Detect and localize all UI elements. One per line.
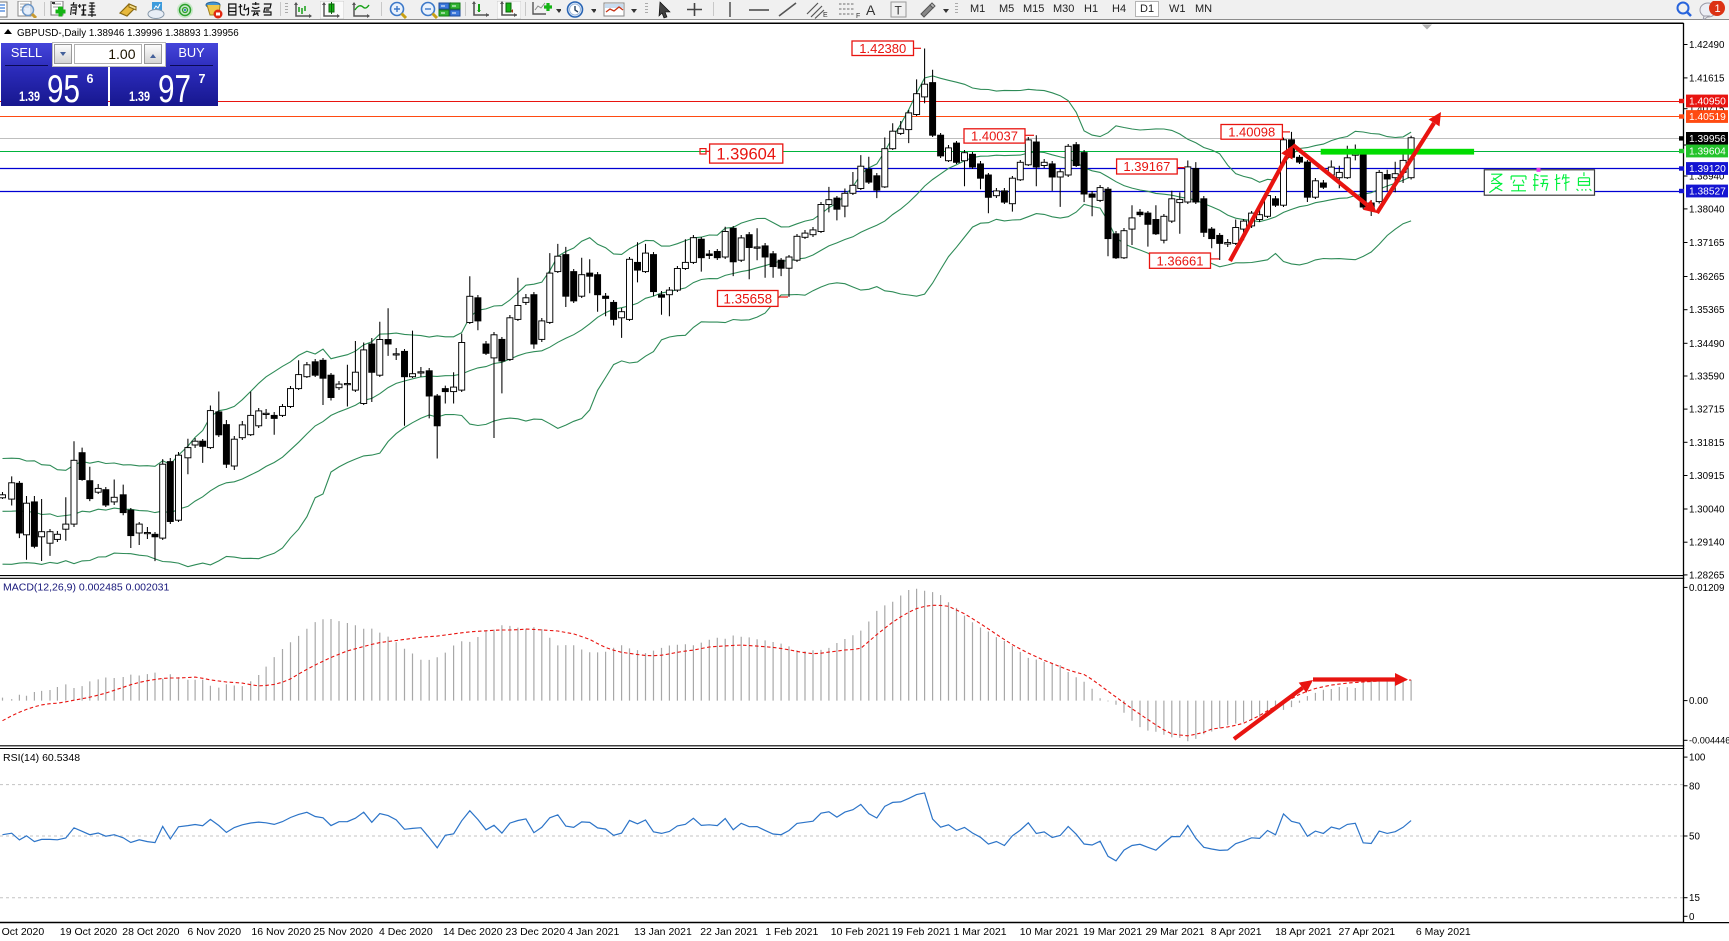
svg-text:1.39956: 1.39956 bbox=[1689, 134, 1726, 145]
svg-text:1.32715: 1.32715 bbox=[1689, 405, 1725, 416]
svg-text:1.28265: 1.28265 bbox=[1689, 570, 1725, 581]
svg-text:100: 100 bbox=[1689, 753, 1706, 764]
svg-text:1.42490: 1.42490 bbox=[1689, 40, 1725, 51]
svg-text:6 Nov 2020: 6 Nov 2020 bbox=[187, 926, 241, 938]
svg-text:1.39120: 1.39120 bbox=[1689, 164, 1726, 175]
svg-text:1.36661: 1.36661 bbox=[1157, 253, 1204, 268]
svg-text:1.29140: 1.29140 bbox=[1689, 538, 1725, 549]
svg-text:1.39604: 1.39604 bbox=[716, 145, 776, 163]
svg-text:19 Oct 2020: 19 Oct 2020 bbox=[60, 926, 117, 938]
svg-text:-0.004446: -0.004446 bbox=[1689, 736, 1729, 746]
svg-text:1.40098: 1.40098 bbox=[1228, 125, 1275, 140]
svg-text:1.39604: 1.39604 bbox=[1689, 147, 1726, 158]
svg-text:27 Apr 2021: 27 Apr 2021 bbox=[1339, 926, 1396, 938]
svg-text:1.40715: 1.40715 bbox=[1689, 104, 1725, 115]
svg-text:13 Jan 2021: 13 Jan 2021 bbox=[634, 926, 692, 938]
svg-text:80: 80 bbox=[1689, 781, 1700, 792]
svg-text:E: E bbox=[823, 12, 828, 19]
svg-text:F: F bbox=[856, 13, 860, 19]
svg-text:6 May 2021: 6 May 2021 bbox=[1416, 926, 1471, 938]
svg-text:1: 1 bbox=[1715, 3, 1721, 15]
svg-text:1.38527: 1.38527 bbox=[1689, 187, 1726, 198]
svg-text:1.35365: 1.35365 bbox=[1689, 305, 1725, 316]
svg-text:29 Mar 2021: 29 Mar 2021 bbox=[1146, 926, 1205, 938]
svg-text:1.30915: 1.30915 bbox=[1689, 471, 1725, 482]
svg-text:0: 0 bbox=[1689, 912, 1695, 923]
svg-text:4 Jan 2021: 4 Jan 2021 bbox=[567, 926, 619, 938]
svg-text:1.34490: 1.34490 bbox=[1689, 339, 1725, 350]
svg-text:1.36265: 1.36265 bbox=[1689, 272, 1725, 283]
svg-text:1.31815: 1.31815 bbox=[1689, 438, 1725, 449]
svg-text:Oct 2020: Oct 2020 bbox=[2, 926, 45, 938]
svg-text:0.00: 0.00 bbox=[1689, 696, 1709, 707]
svg-text:19 Mar 2021: 19 Mar 2021 bbox=[1083, 926, 1142, 938]
svg-text:T: T bbox=[895, 4, 903, 18]
svg-text:23 Dec 2020: 23 Dec 2020 bbox=[506, 926, 566, 938]
svg-text:18 Apr 2021: 18 Apr 2021 bbox=[1275, 926, 1332, 938]
svg-text:1.38940: 1.38940 bbox=[1689, 172, 1725, 183]
svg-text:10 Mar 2021: 10 Mar 2021 bbox=[1020, 926, 1079, 938]
svg-text:25 Nov 2020: 25 Nov 2020 bbox=[313, 926, 373, 938]
svg-text:1.37165: 1.37165 bbox=[1689, 238, 1725, 249]
svg-text:22 Jan 2021: 22 Jan 2021 bbox=[700, 926, 758, 938]
svg-text:16 Nov 2020: 16 Nov 2020 bbox=[251, 926, 311, 938]
svg-text:1.39167: 1.39167 bbox=[1123, 159, 1170, 174]
svg-text:50: 50 bbox=[1689, 832, 1700, 843]
svg-text:1.40037: 1.40037 bbox=[971, 129, 1018, 144]
svg-text:14 Dec 2020: 14 Dec 2020 bbox=[443, 926, 503, 938]
svg-text:GBPUSD-,Daily 1.38946 1.39996: GBPUSD-,Daily 1.38946 1.39996 1.38893 1.… bbox=[17, 28, 239, 39]
svg-text:0.01209: 0.01209 bbox=[1689, 583, 1724, 594]
svg-text:1.30040: 1.30040 bbox=[1689, 505, 1725, 516]
svg-text:4 Dec 2020: 4 Dec 2020 bbox=[379, 926, 433, 938]
svg-text:15: 15 bbox=[1689, 893, 1700, 904]
svg-text:RSI(14) 60.5348: RSI(14) 60.5348 bbox=[3, 752, 80, 764]
svg-text:1.33590: 1.33590 bbox=[1689, 372, 1725, 383]
svg-text:10 Feb 2021: 10 Feb 2021 bbox=[831, 926, 890, 938]
svg-text:8 Apr 2021: 8 Apr 2021 bbox=[1211, 926, 1262, 938]
svg-text:1 Feb 2021: 1 Feb 2021 bbox=[765, 926, 818, 938]
svg-text:1.41615: 1.41615 bbox=[1689, 73, 1725, 84]
svg-text:1.35658: 1.35658 bbox=[723, 291, 772, 306]
svg-text:19 Feb 2021: 19 Feb 2021 bbox=[892, 926, 951, 938]
svg-text:28 Oct 2020: 28 Oct 2020 bbox=[122, 926, 179, 938]
svg-text:1.38040: 1.38040 bbox=[1689, 204, 1725, 215]
svg-text:1.42380: 1.42380 bbox=[859, 41, 906, 56]
svg-text:1.40519: 1.40519 bbox=[1689, 112, 1726, 123]
svg-text:A: A bbox=[866, 2, 876, 18]
svg-text:1 Mar 2021: 1 Mar 2021 bbox=[954, 926, 1007, 938]
svg-text:1.40950: 1.40950 bbox=[1689, 97, 1726, 108]
svg-text:MACD(12,26,9) 0.002485 0.00203: MACD(12,26,9) 0.002485 0.002031 bbox=[3, 582, 170, 594]
